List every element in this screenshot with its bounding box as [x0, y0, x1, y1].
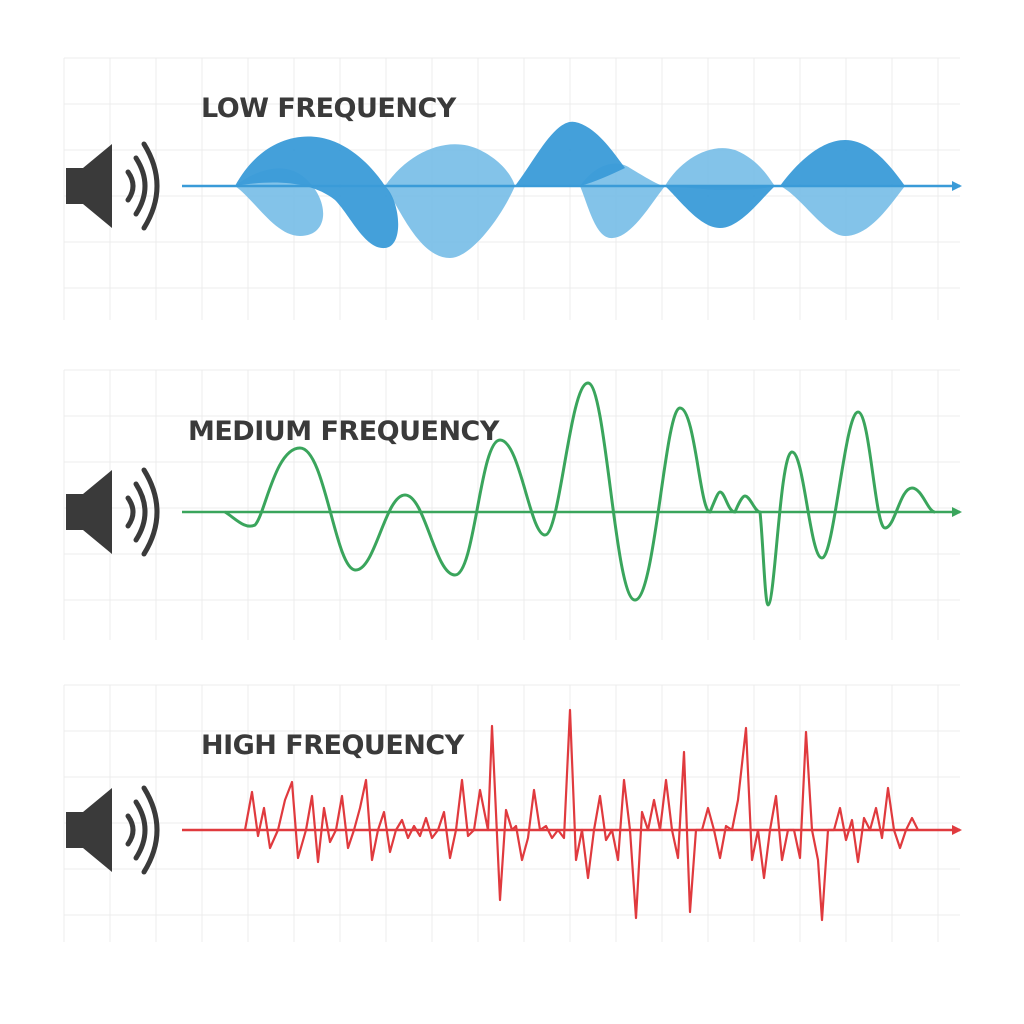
low-wave-light: [780, 186, 905, 236]
speaker-icon: [66, 144, 157, 228]
grid-high: [64, 685, 960, 942]
panel-label-low: LOW FREQUENCY: [201, 93, 457, 124]
grid-medium: [64, 370, 960, 640]
low-wave-dark: [665, 186, 775, 228]
speaker-icon: [66, 788, 157, 872]
low-wave-light: [665, 148, 775, 190]
panel-low-frequency: LOW FREQUENCY: [64, 58, 960, 320]
low-wave-light: [385, 144, 515, 258]
panel-label-high: HIGH FREQUENCY: [201, 730, 465, 761]
low-wave-dark: [780, 140, 905, 186]
speaker-icon: [66, 470, 157, 554]
panel-medium-frequency: MEDIUM FREQUENCY: [64, 370, 960, 640]
panel-label-medium: MEDIUM FREQUENCY: [188, 416, 500, 447]
panel-high-frequency: HIGH FREQUENCY: [64, 685, 960, 942]
